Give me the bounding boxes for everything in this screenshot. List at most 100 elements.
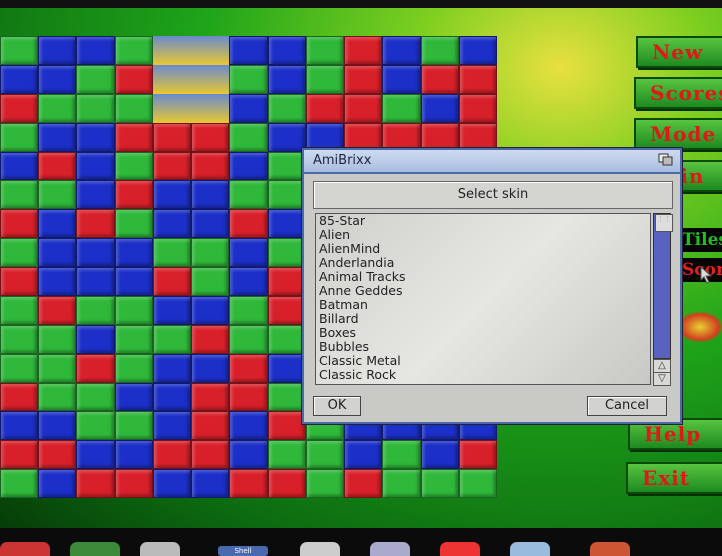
skin-list-item[interactable]: Billard (319, 311, 359, 326)
brick-cell[interactable] (0, 151, 39, 181)
brick-cell[interactable] (0, 411, 39, 441)
brick-cell[interactable] (76, 36, 115, 65)
brick-cell[interactable] (0, 382, 39, 412)
brick-cell[interactable] (267, 267, 306, 296)
brick-cell[interactable] (152, 469, 192, 498)
taskbar-app-icon[interactable] (300, 542, 340, 556)
brick-cell[interactable] (0, 64, 39, 94)
brick-cell[interactable] (76, 64, 115, 94)
brick-cell[interactable] (76, 469, 115, 498)
scroll-up-icon[interactable]: △ (653, 359, 671, 373)
brick-cell[interactable] (38, 353, 77, 383)
brick-cell[interactable] (0, 469, 39, 498)
empty-cell[interactable] (152, 36, 192, 65)
brick-cell[interactable] (382, 469, 421, 498)
brick-cell[interactable] (267, 440, 306, 470)
brick-cell[interactable] (152, 122, 192, 152)
brick-cell[interactable] (420, 36, 459, 65)
brick-cell[interactable] (267, 238, 306, 267)
brick-cell[interactable] (152, 411, 192, 441)
brick-cell[interactable] (267, 151, 306, 181)
brick-cell[interactable] (267, 469, 306, 498)
brick-cell[interactable] (191, 267, 230, 296)
brick-cell[interactable] (76, 209, 115, 239)
brick-cell[interactable] (458, 93, 497, 123)
brick-cell[interactable] (114, 411, 153, 441)
brick-cell[interactable] (0, 295, 39, 325)
brick-cell[interactable] (267, 64, 306, 94)
brick-cell[interactable] (114, 324, 153, 354)
brick-cell[interactable] (229, 295, 268, 325)
brick-cell[interactable] (38, 440, 77, 470)
brick-cell[interactable] (267, 180, 306, 210)
skin-list-item[interactable]: Anne Geddes (319, 283, 403, 298)
brick-cell[interactable] (420, 93, 459, 123)
taskbar-app-icon[interactable] (510, 542, 550, 556)
brick-cell[interactable] (267, 93, 306, 123)
brick-cell[interactable] (344, 440, 383, 470)
brick-cell[interactable] (267, 411, 306, 441)
mode-button[interactable]: Mode (634, 118, 722, 150)
taskbar-app-icon[interactable] (0, 542, 50, 556)
brick-cell[interactable] (114, 122, 153, 152)
brick-cell[interactable] (114, 469, 153, 498)
brick-cell[interactable] (191, 209, 230, 239)
brick-cell[interactable] (191, 122, 230, 152)
brick-cell[interactable] (267, 382, 306, 412)
brick-cell[interactable] (38, 36, 77, 65)
skin-list-item[interactable]: Boxes (319, 325, 357, 340)
brick-cell[interactable] (382, 36, 421, 65)
skin-list-item[interactable]: Classic Rock (319, 367, 397, 382)
skin-list-item[interactable]: 85-Star (319, 213, 366, 228)
scroll-down-icon[interactable]: ▽ (653, 372, 671, 386)
brick-cell[interactable] (0, 324, 39, 354)
ok-button[interactable]: OK (313, 396, 361, 416)
skin-list[interactable]: 85-Star Alien AlienMind Anderlandia Animal T… (315, 213, 651, 385)
brick-cell[interactable] (305, 440, 345, 470)
brick-cell[interactable] (0, 353, 39, 383)
scrollbar-knob[interactable]: ⋮⋮ (655, 214, 673, 232)
brick-cell[interactable] (305, 64, 345, 94)
brick-cell[interactable] (382, 64, 421, 94)
skin-list-item[interactable]: Alien (319, 227, 351, 242)
brick-cell[interactable] (38, 469, 77, 498)
brick-cell[interactable] (344, 64, 383, 94)
brick-cell[interactable] (191, 295, 230, 325)
brick-cell[interactable] (191, 469, 230, 498)
brick-cell[interactable] (305, 93, 345, 123)
brick-cell[interactable] (114, 267, 153, 296)
brick-cell[interactable] (191, 324, 230, 354)
brick-cell[interactable] (420, 122, 459, 152)
brick-cell[interactable] (458, 440, 497, 470)
brick-cell[interactable] (38, 93, 77, 123)
brick-cell[interactable] (229, 238, 268, 267)
brick-cell[interactable] (152, 324, 192, 354)
brick-cell[interactable] (191, 382, 230, 412)
scrollbar-track[interactable]: ⋮⋮ (653, 213, 673, 359)
brick-cell[interactable] (229, 180, 268, 210)
brick-cell[interactable] (191, 151, 230, 181)
brick-cell[interactable] (458, 64, 497, 94)
brick-cell[interactable] (229, 382, 268, 412)
brick-cell[interactable] (267, 122, 306, 152)
brick-cell[interactable] (267, 295, 306, 325)
brick-cell[interactable] (114, 36, 153, 65)
brick-cell[interactable] (0, 440, 39, 470)
brick-cell[interactable] (229, 440, 268, 470)
brick-cell[interactable] (152, 151, 192, 181)
cancel-button[interactable]: Cancel (587, 396, 667, 416)
skin-list-scrollbar[interactable]: ⋮⋮ △ ▽ (652, 213, 673, 386)
skin-list-item[interactable]: AlienMind (319, 241, 381, 256)
brick-cell[interactable] (229, 324, 268, 354)
brick-cell[interactable] (0, 122, 39, 152)
empty-cell[interactable] (152, 64, 192, 94)
brick-cell[interactable] (191, 180, 230, 210)
brick-cell[interactable] (76, 93, 115, 123)
brick-cell[interactable] (76, 411, 115, 441)
brick-cell[interactable] (344, 93, 383, 123)
brick-cell[interactable] (191, 440, 230, 470)
brick-cell[interactable] (458, 469, 497, 498)
brick-cell[interactable] (191, 411, 230, 441)
brick-cell[interactable] (267, 209, 306, 239)
brick-cell[interactable] (267, 353, 306, 383)
